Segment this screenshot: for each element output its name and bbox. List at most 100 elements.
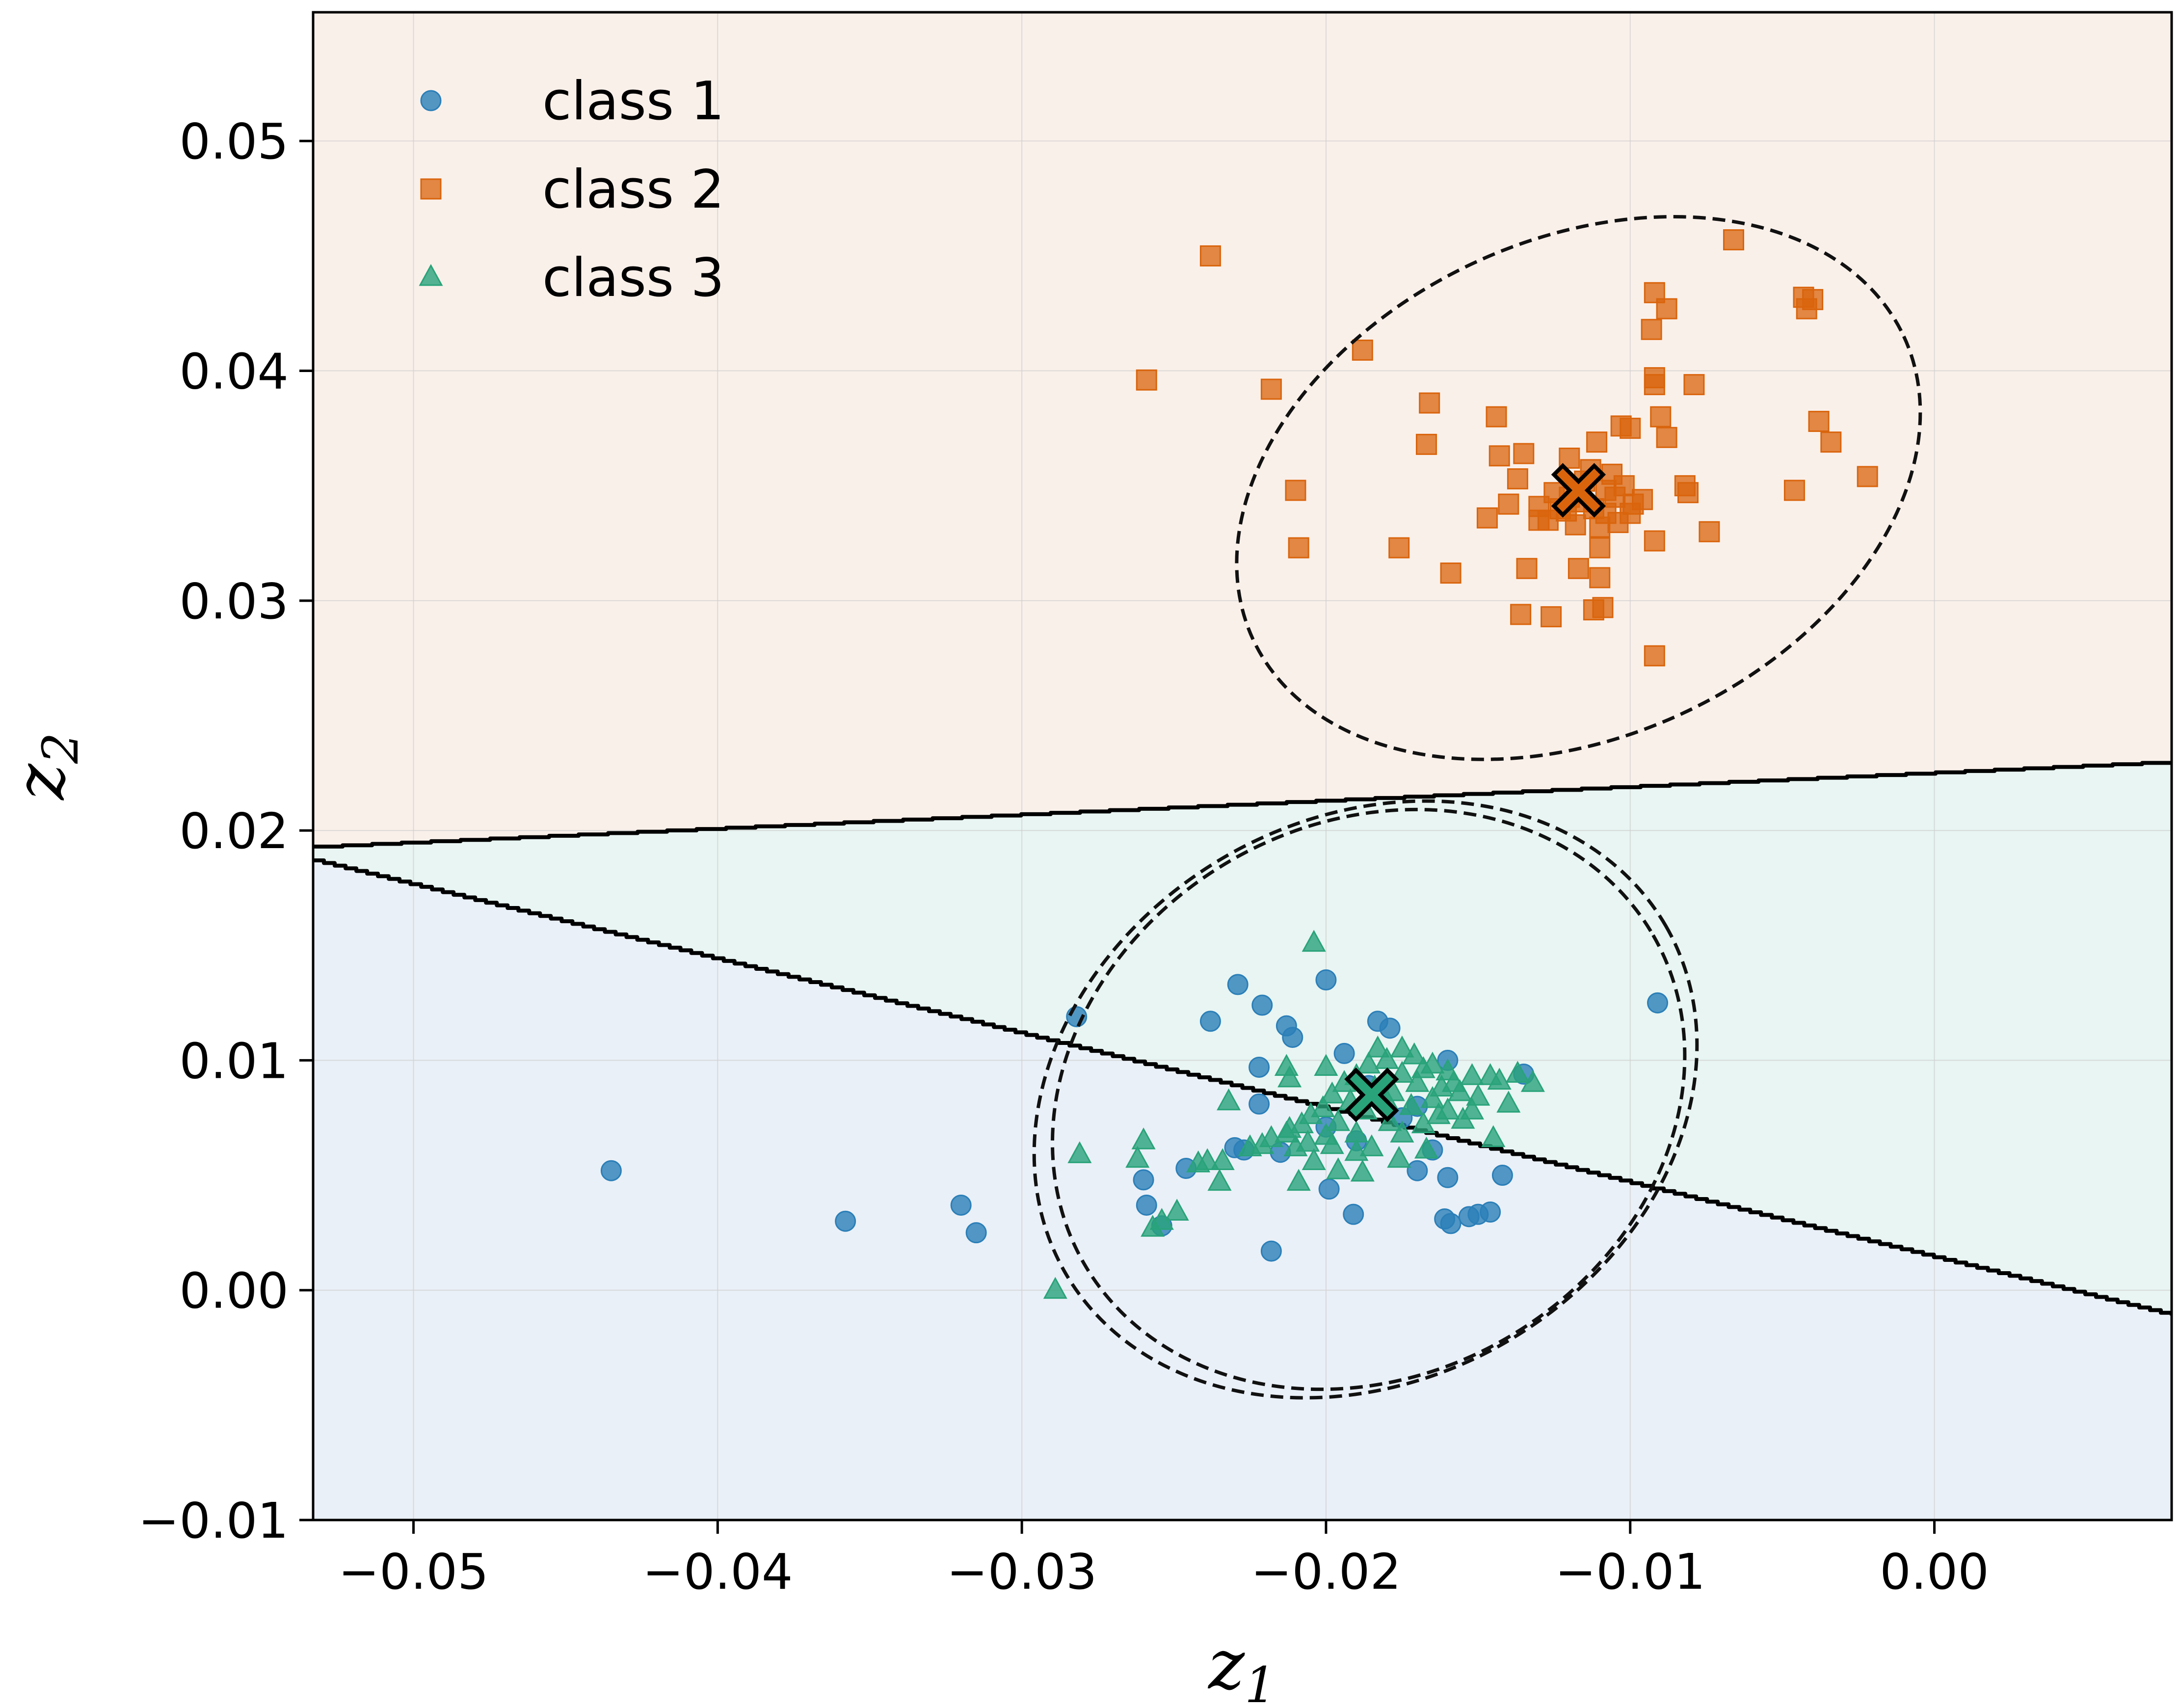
class-3-point xyxy=(1131,1127,1156,1149)
class-3-point xyxy=(1414,1136,1439,1159)
class-3-point xyxy=(1390,1121,1414,1143)
class-1-point xyxy=(1315,969,1337,991)
class-3-point xyxy=(1365,1035,1390,1058)
class-2-point xyxy=(1288,537,1309,559)
class-2-point xyxy=(1808,411,1830,432)
class-1-point xyxy=(1333,1042,1355,1064)
class-2-point xyxy=(1699,521,1720,542)
decision-regions xyxy=(313,12,2172,1520)
class-1-point xyxy=(1343,1203,1364,1225)
class-1-point xyxy=(1379,1017,1401,1039)
region-class-3 xyxy=(313,761,2172,1316)
class-1-point xyxy=(1249,1056,1270,1078)
region-class-2 xyxy=(313,12,2172,847)
class-3-point xyxy=(1302,1148,1326,1170)
class-2-point xyxy=(1285,480,1306,501)
class-centroids xyxy=(1344,463,1606,1122)
class-3-point xyxy=(1378,1109,1402,1131)
class-3-point xyxy=(1359,1134,1384,1156)
class-1-point xyxy=(835,1210,856,1232)
class-2-point xyxy=(1583,599,1604,621)
class-1-point xyxy=(1318,1178,1340,1200)
class-2-point xyxy=(1595,480,1617,501)
class-1-point xyxy=(1437,1167,1459,1188)
x-tick-label: −0.01 xyxy=(1555,1543,1705,1601)
class-2-point xyxy=(1644,645,1665,667)
x-tick-label: −0.05 xyxy=(338,1543,488,1601)
class-3-point xyxy=(1387,1146,1411,1168)
y-tick-label: −0.01 xyxy=(138,1492,289,1549)
ellipse-class-1 xyxy=(1032,799,1699,1400)
class-1-point xyxy=(1440,1213,1462,1234)
class-1-point xyxy=(1260,1240,1282,1262)
class-2-point xyxy=(1486,406,1507,427)
x-axis-label: z1 xyxy=(1207,1625,1276,1708)
legend-label-class-1: class 1 xyxy=(542,71,724,132)
class-2-point xyxy=(1677,482,1699,504)
class-3-point xyxy=(1505,1061,1530,1083)
class-2-point xyxy=(1620,418,1641,439)
class-3-point xyxy=(1043,1277,1067,1299)
boundary-upper xyxy=(313,761,2172,849)
class-3-point xyxy=(1426,1102,1451,1124)
class-3-point xyxy=(1125,1146,1150,1168)
y-tick-label: 0.04 xyxy=(179,343,289,400)
class-1-point xyxy=(1249,1093,1270,1115)
class-2-point xyxy=(1541,606,1562,628)
x-tick-label: −0.04 xyxy=(642,1543,793,1601)
y-tick-label: 0.05 xyxy=(179,113,289,170)
y-tick-label: 0.00 xyxy=(179,1262,289,1320)
class-3-point xyxy=(1390,1035,1414,1058)
class-3-point xyxy=(1217,1088,1241,1111)
class-2-point xyxy=(1388,537,1410,559)
class-1-point xyxy=(1227,974,1249,995)
region-class-1 xyxy=(313,860,2172,1520)
class-1-point xyxy=(1136,1194,1157,1216)
class-2-point xyxy=(1136,369,1157,391)
class-2-point xyxy=(1796,298,1817,320)
legend-label-class-3: class 3 xyxy=(542,247,724,309)
class-1-point xyxy=(1282,1027,1303,1048)
class-3-point xyxy=(1302,930,1326,952)
decision-boundaries xyxy=(313,761,2172,1316)
class-2-point xyxy=(1656,298,1677,320)
class-3-point xyxy=(1277,1116,1302,1138)
class-2-point xyxy=(1199,245,1221,267)
legend: class 1 class 2 class 3 xyxy=(419,71,724,309)
plot-frame xyxy=(312,11,2173,1521)
class-2-point xyxy=(1607,512,1629,534)
class-3-point xyxy=(1067,1141,1092,1163)
y-axis-label: z2 xyxy=(0,732,89,801)
class-2-point xyxy=(1510,604,1532,625)
class-2-point xyxy=(1622,493,1644,515)
gridlines xyxy=(313,12,2172,1520)
class-3-point xyxy=(1210,1148,1235,1170)
class-2-point xyxy=(1586,431,1608,453)
class-3-point xyxy=(1314,1122,1338,1145)
y-tick-label: 0.03 xyxy=(179,573,289,630)
class-1-point xyxy=(1407,1160,1428,1181)
class-3-point xyxy=(1496,1091,1521,1113)
legend-marker-class-2 xyxy=(420,178,442,200)
class-3-point xyxy=(1460,1063,1485,1085)
x-axis-ticks: −0.05 −0.04 −0.03 −0.02 −0.01 0.00 xyxy=(338,1520,1989,1601)
class-3-point xyxy=(1411,1056,1435,1078)
class-2-point xyxy=(1820,431,1842,453)
class-2-point xyxy=(1644,530,1665,552)
class-2-point xyxy=(1656,427,1677,448)
ellipse-class-2 xyxy=(1235,215,1922,761)
boundary-lower xyxy=(313,858,2172,1316)
class-2-point xyxy=(1559,447,1580,469)
class-3-point xyxy=(1277,1065,1302,1088)
class-2-point xyxy=(1589,567,1611,588)
class-1-point xyxy=(1199,1011,1221,1032)
class-2-point xyxy=(1857,466,1878,487)
y-tick-label: 0.02 xyxy=(179,802,289,860)
class-3-point xyxy=(1326,1157,1351,1179)
class-2-point xyxy=(1352,339,1373,361)
class-2-point xyxy=(1415,433,1437,455)
class-3-point xyxy=(1314,1054,1338,1076)
class-3-point xyxy=(1487,1068,1512,1090)
class-3-point xyxy=(1286,1169,1311,1191)
class-2-point xyxy=(1513,443,1535,464)
